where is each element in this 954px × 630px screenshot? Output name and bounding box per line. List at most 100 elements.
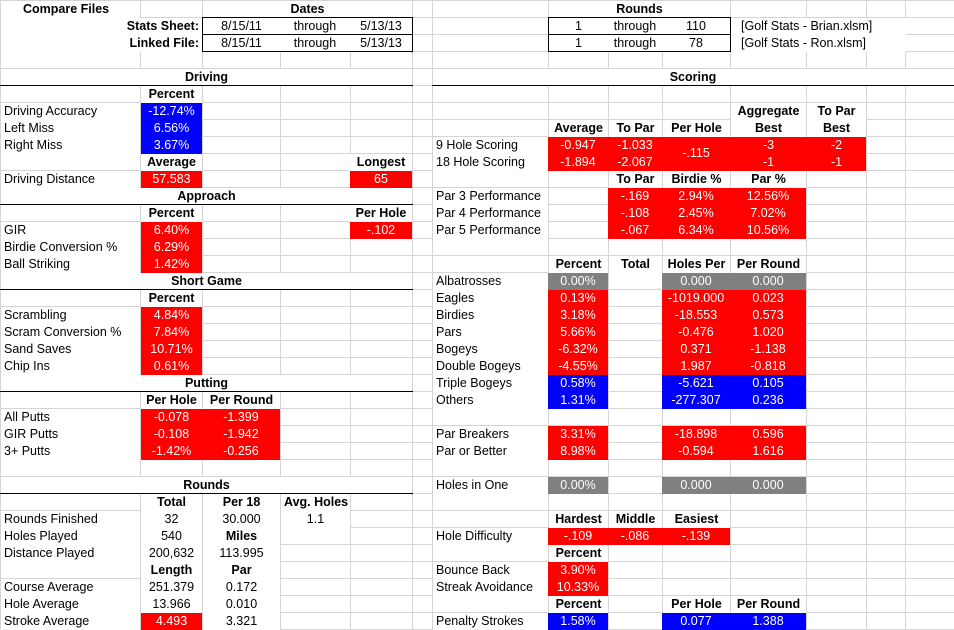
penalty-strokes-per-round[interactable]: 1.388 xyxy=(752,614,784,628)
nine-to-par[interactable]: -1.033 xyxy=(617,138,653,152)
bounce-back-value[interactable]: 3.90% xyxy=(548,562,608,579)
birdies-per-round[interactable]: 0.573 xyxy=(752,308,784,322)
driving-distance-longest[interactable]: 65 xyxy=(350,171,412,188)
triple-bogeys-per-round[interactable]: 0.105 xyxy=(752,376,784,390)
holes-in-one-percent[interactable]: 0.00% xyxy=(548,477,608,494)
holes-played-total[interactable]: 540 xyxy=(141,528,202,545)
distance-played-total[interactable]: 200,632 xyxy=(141,545,202,562)
penalty-strokes-percent[interactable]: 1.58% xyxy=(548,613,608,630)
linked-round-from[interactable]: 1 xyxy=(575,36,582,50)
all-putts-per-round[interactable]: -1.399 xyxy=(223,410,259,424)
rounds-finished-avg-holes[interactable]: 1.1 xyxy=(281,511,350,528)
course-average-length[interactable]: 251.379 xyxy=(141,579,202,596)
sand-saves-value[interactable]: 10.71% xyxy=(141,341,202,358)
stats-date-to[interactable]: 5/13/13 xyxy=(360,19,402,33)
three-putts-per-round[interactable]: -0.256 xyxy=(223,444,259,458)
par4-birdie[interactable]: 2.45% xyxy=(678,206,714,220)
rounds-finished-total[interactable]: 32 xyxy=(141,511,202,528)
driving-accuracy-value[interactable]: -12.74% xyxy=(141,103,202,120)
par4-par[interactable]: 7.02% xyxy=(750,206,786,220)
par3-to-par[interactable]: -.169 xyxy=(620,189,650,203)
chip-ins-value[interactable]: 0.61% xyxy=(141,358,202,375)
all-putts-per-hole[interactable]: -0.078 xyxy=(153,410,190,424)
par5-par[interactable]: 10.56% xyxy=(746,223,790,237)
ball-striking-value[interactable]: 1.42% xyxy=(141,256,202,273)
stroke-average-par[interactable]: 3.321 xyxy=(203,613,280,630)
triple-bogeys-percent[interactable]: 0.58% xyxy=(560,376,596,390)
birdies-holes-per[interactable]: -18.553 xyxy=(674,308,718,322)
par5-birdie[interactable]: 6.34% xyxy=(678,223,714,237)
albatrosses-per-round[interactable]: 0.000 xyxy=(752,274,784,288)
par-or-better-per-round[interactable]: 1.616 xyxy=(752,444,784,458)
par-breakers-percent[interactable]: 3.31% xyxy=(560,427,596,441)
streak-avoidance-value[interactable]: 10.33% xyxy=(548,579,608,596)
hole-average-length[interactable]: 13.966 xyxy=(141,596,202,613)
eighteen-agg-best[interactable]: -1 xyxy=(762,155,775,169)
distance-played-miles[interactable]: 113.995 xyxy=(203,545,280,562)
eagles-holes-per[interactable]: -1019.000 xyxy=(667,291,725,305)
eighteen-to-par[interactable]: -2.067 xyxy=(617,155,653,169)
pars-per-round[interactable]: 1.020 xyxy=(752,325,784,339)
eagles-per-round[interactable]: 0.023 xyxy=(752,291,784,305)
stats-date-from[interactable]: 8/15/11 xyxy=(221,19,262,33)
albatrosses-holes-per[interactable]: 0.000 xyxy=(680,274,712,288)
double-bogeys-holes-per[interactable]: 1.987 xyxy=(680,359,712,373)
gir-putts-per-hole[interactable]: -0.108 xyxy=(153,427,190,441)
par-breakers-per-round[interactable]: 0.596 xyxy=(752,427,784,441)
linked-date-to[interactable]: 5/13/13 xyxy=(360,36,402,50)
bogeys-holes-per[interactable]: 0.371 xyxy=(680,342,712,356)
par-or-better-holes-per[interactable]: -0.594 xyxy=(678,444,714,458)
bogeys-per-round[interactable]: -1.138 xyxy=(750,342,786,356)
left-miss-value[interactable]: 6.56% xyxy=(141,120,202,137)
driving-distance-average[interactable]: 57.583 xyxy=(141,171,202,188)
pars-holes-per[interactable]: -0.476 xyxy=(678,325,714,339)
hole-difficulty-hardest[interactable]: -.109 xyxy=(563,529,593,543)
gir-per-hole[interactable]: -.102 xyxy=(350,222,412,239)
scoring-per-hole[interactable]: -.115 xyxy=(682,146,710,160)
driving-average-header: Average xyxy=(141,154,202,171)
scram-conversion-value[interactable]: 7.84% xyxy=(141,324,202,341)
linked-date-from[interactable]: 8/15/11 xyxy=(221,36,262,50)
holes-in-one-per-round[interactable]: 0.000 xyxy=(752,478,784,492)
others-per-round[interactable]: 0.236 xyxy=(752,393,784,407)
albatrosses-percent[interactable]: 0.00% xyxy=(548,273,608,290)
others-holes-per[interactable]: -277.307 xyxy=(671,393,721,407)
par5-to-par[interactable]: -.067 xyxy=(620,223,650,237)
birdies-percent[interactable]: 3.18% xyxy=(560,308,596,322)
gir-value[interactable]: 6.40% xyxy=(141,222,202,239)
course-average-par[interactable]: 0.172 xyxy=(203,579,280,596)
par3-par[interactable]: 12.56% xyxy=(746,189,790,203)
pars-percent[interactable]: 5.66% xyxy=(560,325,596,339)
right-miss-value[interactable]: 3.67% xyxy=(141,137,202,154)
double-bogeys-per-round[interactable]: -0.818 xyxy=(750,359,786,373)
rounds-finished-per18[interactable]: 30.000 xyxy=(203,511,280,528)
linked-round-to[interactable]: 78 xyxy=(689,36,703,50)
three-putts-per-hole[interactable]: -1.42% xyxy=(151,444,192,458)
eagles-percent[interactable]: 0.13% xyxy=(560,291,596,305)
birdie-conversion-value[interactable]: 6.29% xyxy=(141,239,202,256)
penalty-strokes-per-hole[interactable]: 0.077 xyxy=(680,614,712,628)
hole-difficulty-middle[interactable]: -.086 xyxy=(620,529,650,543)
hole-difficulty-easiest[interactable]: -.139 xyxy=(681,529,711,543)
par-or-better-percent[interactable]: 8.98% xyxy=(560,444,596,458)
par3-birdie[interactable]: 2.94% xyxy=(678,189,714,203)
par4-to-par[interactable]: -.108 xyxy=(620,206,650,220)
scoring-red-block xyxy=(548,137,866,171)
nine-average[interactable]: -0.947 xyxy=(560,138,596,152)
eighteen-to-par-best[interactable]: -1 xyxy=(830,155,843,169)
bogeys-percent[interactable]: -6.32% xyxy=(558,342,598,356)
nine-to-par-best[interactable]: -2 xyxy=(830,138,843,152)
holes-in-one-holes-per[interactable]: 0.000 xyxy=(680,478,712,492)
triple-bogeys-holes-per[interactable]: -5.621 xyxy=(678,376,714,390)
nine-agg-best[interactable]: -3 xyxy=(762,138,775,152)
eighteen-average[interactable]: -1.894 xyxy=(560,155,596,169)
gir-putts-per-round[interactable]: -1.942 xyxy=(223,427,259,441)
stroke-average-length[interactable]: 4.493 xyxy=(141,613,202,630)
others-percent[interactable]: 1.31% xyxy=(560,393,596,407)
scrambling-value[interactable]: 4.84% xyxy=(141,307,202,324)
double-bogeys-percent[interactable]: -4.55% xyxy=(558,359,598,373)
par-breakers-holes-per[interactable]: -18.898 xyxy=(674,427,718,441)
hole-average-par[interactable]: 0.010 xyxy=(203,596,280,613)
stats-round-to[interactable]: 110 xyxy=(686,19,706,33)
stats-round-from[interactable]: 1 xyxy=(575,19,582,33)
